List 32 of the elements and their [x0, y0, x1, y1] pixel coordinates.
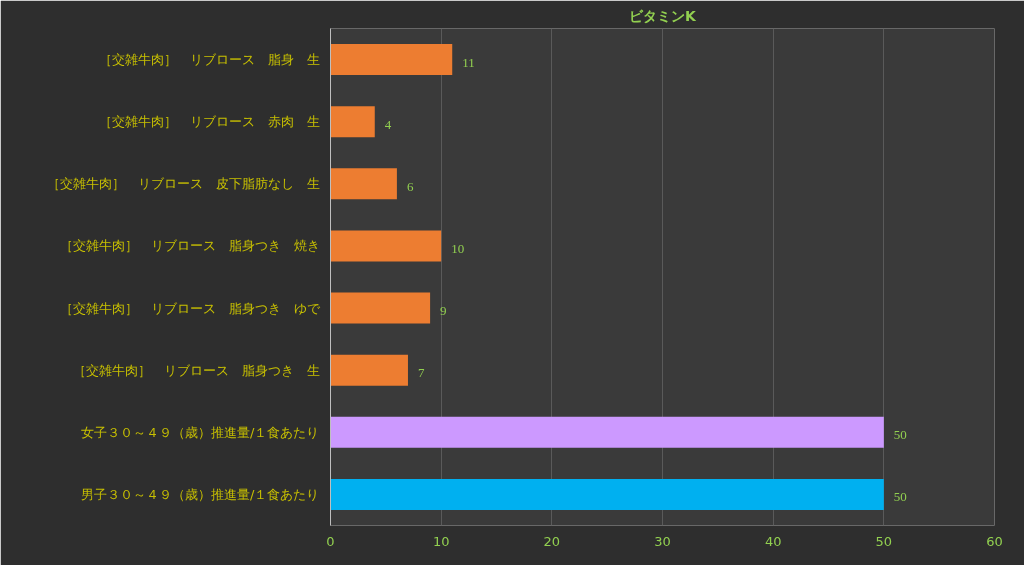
- x-tick-label: 60: [986, 533, 1003, 549]
- y-tick-label: ［交雑牛肉］ リブロース 皮下脂肪なし 生: [46, 176, 320, 192]
- chart-title: ビタミンK: [629, 7, 698, 24]
- bar: [330, 416, 884, 448]
- data-label: 50: [893, 427, 907, 443]
- bar: [330, 292, 431, 324]
- y-tick-label: ［交雑牛肉］ リブロース 脂身つき 生: [72, 362, 320, 378]
- y-tick-label: 女子３０～４９（歳）推進量/１食あたり: [81, 424, 320, 440]
- y-tick-label: ［交雑牛肉］ リブロース 赤肉 生: [98, 114, 320, 130]
- bar: [330, 106, 375, 138]
- data-label: 11: [462, 54, 475, 70]
- bar: [330, 168, 397, 200]
- data-label: 9: [440, 303, 447, 319]
- y-tick-label: ［交雑牛肉］ リブロース 脂身つき ゆで: [59, 300, 321, 316]
- data-label: 6: [406, 178, 414, 194]
- x-tick-label: 0: [326, 533, 335, 549]
- x-tick-label: 10: [432, 533, 450, 549]
- bar: [330, 44, 453, 76]
- y-tick-label: ［交雑牛肉］ リブロース 脂身つき 焼き: [59, 238, 320, 254]
- y-tick-label: ［交雑牛肉］ リブロース 脂身 生: [98, 52, 320, 68]
- bar: [330, 354, 408, 386]
- x-tick-label: 30: [654, 533, 671, 549]
- x-tick-label: 40: [764, 533, 782, 549]
- bar: [330, 478, 884, 510]
- data-label: 50: [893, 489, 907, 505]
- x-tick-label: 20: [543, 533, 561, 549]
- data-label: 7: [417, 365, 425, 381]
- bar: [330, 230, 442, 262]
- x-tick-label: 50: [875, 533, 893, 549]
- y-tick-label: 男子３０～４９（歳）推進量/１食あたり: [81, 486, 320, 502]
- data-label: 4: [384, 116, 392, 132]
- data-label: 10: [451, 240, 465, 256]
